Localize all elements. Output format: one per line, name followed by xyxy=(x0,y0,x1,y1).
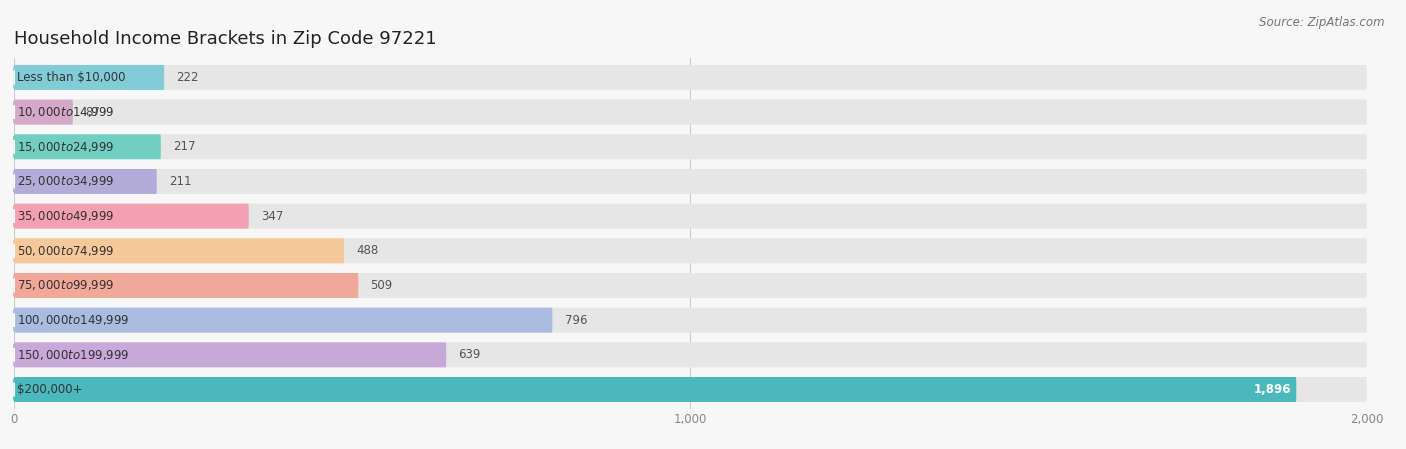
Text: $75,000 to $99,999: $75,000 to $99,999 xyxy=(17,278,115,292)
Text: 87: 87 xyxy=(86,106,100,119)
FancyBboxPatch shape xyxy=(14,273,1367,298)
FancyBboxPatch shape xyxy=(14,169,1367,194)
Text: $100,000 to $149,999: $100,000 to $149,999 xyxy=(17,313,129,327)
Text: 488: 488 xyxy=(356,244,378,257)
FancyBboxPatch shape xyxy=(14,238,344,263)
Text: Source: ZipAtlas.com: Source: ZipAtlas.com xyxy=(1260,16,1385,29)
Text: $25,000 to $34,999: $25,000 to $34,999 xyxy=(17,175,115,189)
FancyBboxPatch shape xyxy=(14,100,1367,125)
FancyBboxPatch shape xyxy=(14,134,1367,159)
Text: 211: 211 xyxy=(169,175,191,188)
FancyBboxPatch shape xyxy=(14,377,1367,402)
FancyBboxPatch shape xyxy=(14,342,1367,367)
FancyBboxPatch shape xyxy=(14,65,165,90)
Text: Household Income Brackets in Zip Code 97221: Household Income Brackets in Zip Code 97… xyxy=(14,31,437,48)
FancyBboxPatch shape xyxy=(14,308,1367,333)
Text: Less than $10,000: Less than $10,000 xyxy=(17,71,125,84)
FancyBboxPatch shape xyxy=(14,238,1367,263)
Text: $10,000 to $14,999: $10,000 to $14,999 xyxy=(17,105,115,119)
Text: $150,000 to $199,999: $150,000 to $199,999 xyxy=(17,348,129,362)
FancyBboxPatch shape xyxy=(14,134,160,159)
Text: 796: 796 xyxy=(565,314,588,327)
Text: 347: 347 xyxy=(262,210,283,223)
FancyBboxPatch shape xyxy=(14,169,156,194)
Text: 222: 222 xyxy=(176,71,198,84)
Text: $35,000 to $49,999: $35,000 to $49,999 xyxy=(17,209,115,223)
FancyBboxPatch shape xyxy=(14,204,1367,229)
FancyBboxPatch shape xyxy=(14,377,1296,402)
Text: 217: 217 xyxy=(173,140,195,153)
Text: 639: 639 xyxy=(458,348,481,361)
Text: 1,896: 1,896 xyxy=(1253,383,1291,396)
FancyBboxPatch shape xyxy=(14,204,249,229)
FancyBboxPatch shape xyxy=(14,273,359,298)
FancyBboxPatch shape xyxy=(14,308,553,333)
Text: $200,000+: $200,000+ xyxy=(17,383,83,396)
Text: $50,000 to $74,999: $50,000 to $74,999 xyxy=(17,244,115,258)
FancyBboxPatch shape xyxy=(14,65,1367,90)
FancyBboxPatch shape xyxy=(14,100,73,125)
Text: 509: 509 xyxy=(370,279,392,292)
Text: $15,000 to $24,999: $15,000 to $24,999 xyxy=(17,140,115,154)
FancyBboxPatch shape xyxy=(14,342,446,367)
